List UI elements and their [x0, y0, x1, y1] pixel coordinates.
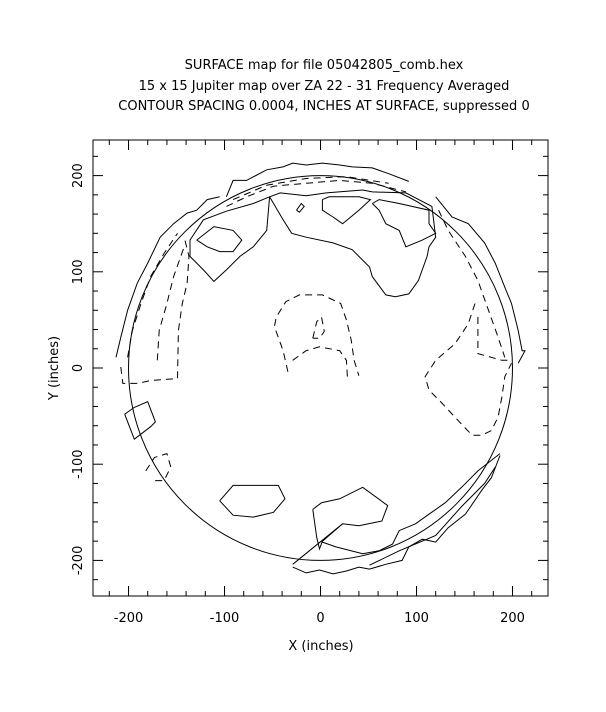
contour-solid: [269, 189, 437, 298]
chart-title-line-1: SURFACE map for file 05042805_comb.hex: [184, 58, 464, 73]
contour-dashed: [438, 209, 506, 358]
y-tick-label: -200: [71, 546, 86, 576]
x-tick-labels: -200 -100 0 100 200: [114, 611, 525, 626]
contour-solid: [189, 196, 271, 283]
contour-solid: [322, 453, 501, 555]
x-tick-label: -100: [210, 611, 240, 626]
contour-dashed: [312, 315, 325, 339]
contour-dashed: [127, 233, 178, 358]
contour-solid: [369, 466, 496, 566]
contour-dashed: [145, 452, 172, 482]
x-tick-label: 0: [316, 611, 324, 626]
x-axis-label: X (inches): [288, 639, 353, 654]
y-tick-label: -100: [71, 449, 86, 479]
y-tick-label: 100: [71, 259, 86, 284]
contour-solid: [292, 455, 501, 575]
contour-lines: [115, 162, 526, 575]
x-tick-label: -200: [114, 611, 144, 626]
y-axis-label: Y (inches): [47, 336, 62, 401]
aperture-circle: [128, 175, 513, 561]
contour-dashed: [273, 294, 360, 376]
axis-ticks: [93, 140, 548, 596]
contour-solid: [321, 196, 372, 225]
contour-dashed: [292, 346, 348, 377]
plot-frame: [92, 139, 549, 597]
contour-dashed: [120, 237, 190, 384]
contour-solid: [124, 401, 156, 441]
y-tick-label: 0: [71, 364, 86, 372]
y-tick-label: 200: [71, 163, 86, 188]
contour-solid: [435, 196, 526, 364]
contour-solid: [219, 484, 286, 518]
contour-dashed: [424, 303, 512, 436]
x-tick-label: 100: [404, 611, 429, 626]
contour-dashed: [477, 317, 512, 361]
contour-solid: [371, 199, 437, 248]
x-tick-label: 200: [500, 611, 525, 626]
contour-solid: [312, 486, 389, 551]
y-tick-labels: -200 -100 0 100 200: [71, 163, 86, 575]
contour-dashed: [226, 179, 407, 207]
contour-solid: [292, 523, 343, 565]
contour-dashed: [156, 246, 185, 361]
contour-dashed: [232, 176, 389, 201]
contour-solid: [225, 162, 409, 197]
contour-solid: [115, 196, 220, 358]
chart-title-line-2: 15 x 15 Jupiter map over ZA 22 - 31 Freq…: [138, 79, 510, 94]
chart-title-line-3: CONTOUR SPACING 0.0004, INCHES AT SURFAC…: [118, 99, 530, 114]
contour-solid: [296, 202, 305, 213]
contour-solid: [196, 226, 243, 253]
